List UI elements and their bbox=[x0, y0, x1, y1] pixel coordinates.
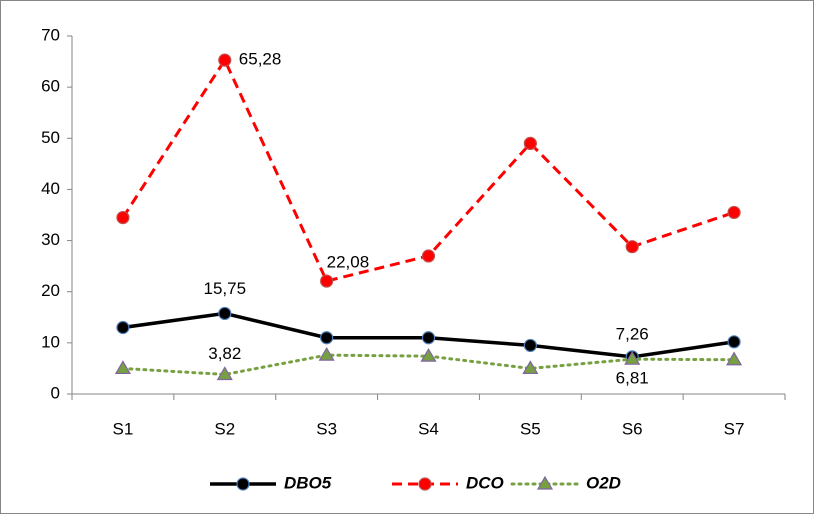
data-label: 15,75 bbox=[204, 279, 247, 298]
point-marker bbox=[420, 347, 437, 362]
x-tick-label: S6 bbox=[622, 419, 643, 438]
point-marker bbox=[522, 360, 539, 375]
y-tick-label: 60 bbox=[41, 77, 60, 96]
y-tick-label: 70 bbox=[41, 25, 60, 44]
point-marker bbox=[421, 249, 436, 263]
point-marker bbox=[114, 360, 131, 375]
point-marker bbox=[727, 335, 741, 349]
x-tick-label: S7 bbox=[724, 419, 745, 438]
y-tick-label: 30 bbox=[41, 230, 60, 249]
y-tick-label: 50 bbox=[41, 128, 60, 147]
point-marker bbox=[318, 346, 335, 361]
legend-marker bbox=[236, 477, 250, 491]
point-marker bbox=[218, 53, 232, 67]
y-tick-label: 40 bbox=[41, 179, 60, 198]
point-marker bbox=[421, 331, 436, 345]
x-tick-label: S1 bbox=[113, 419, 134, 438]
point-marker bbox=[625, 240, 639, 254]
point-marker bbox=[320, 274, 334, 288]
data-label: 6,81 bbox=[616, 369, 649, 388]
data-label: 65,28 bbox=[239, 50, 282, 69]
legend-label: DBO5 bbox=[284, 473, 332, 492]
point-marker bbox=[218, 306, 232, 321]
point-marker bbox=[523, 338, 537, 353]
legend-label: DCO bbox=[466, 473, 504, 492]
legend-label: O2D bbox=[586, 473, 621, 492]
x-tick-label: S4 bbox=[418, 419, 439, 438]
point-marker bbox=[216, 366, 233, 381]
y-tick-label: 10 bbox=[41, 332, 60, 351]
point-marker bbox=[320, 331, 334, 345]
data-label: 7,26 bbox=[616, 324, 649, 343]
point-marker bbox=[523, 136, 537, 150]
point-marker bbox=[116, 320, 130, 335]
data-label: 3,82 bbox=[208, 344, 241, 363]
legend-marker bbox=[536, 475, 554, 490]
legend-marker bbox=[418, 477, 432, 491]
y-tick-label: 20 bbox=[41, 281, 60, 300]
point-marker bbox=[727, 205, 741, 220]
point-marker bbox=[624, 350, 641, 365]
x-tick-label: S3 bbox=[316, 419, 337, 438]
y-tick-label: 0 bbox=[51, 383, 60, 402]
x-tick-label: S5 bbox=[520, 419, 541, 438]
data-label: 22,08 bbox=[327, 253, 370, 272]
x-tick-label: S2 bbox=[214, 419, 235, 438]
point-marker bbox=[116, 210, 130, 225]
point-marker bbox=[726, 351, 743, 366]
